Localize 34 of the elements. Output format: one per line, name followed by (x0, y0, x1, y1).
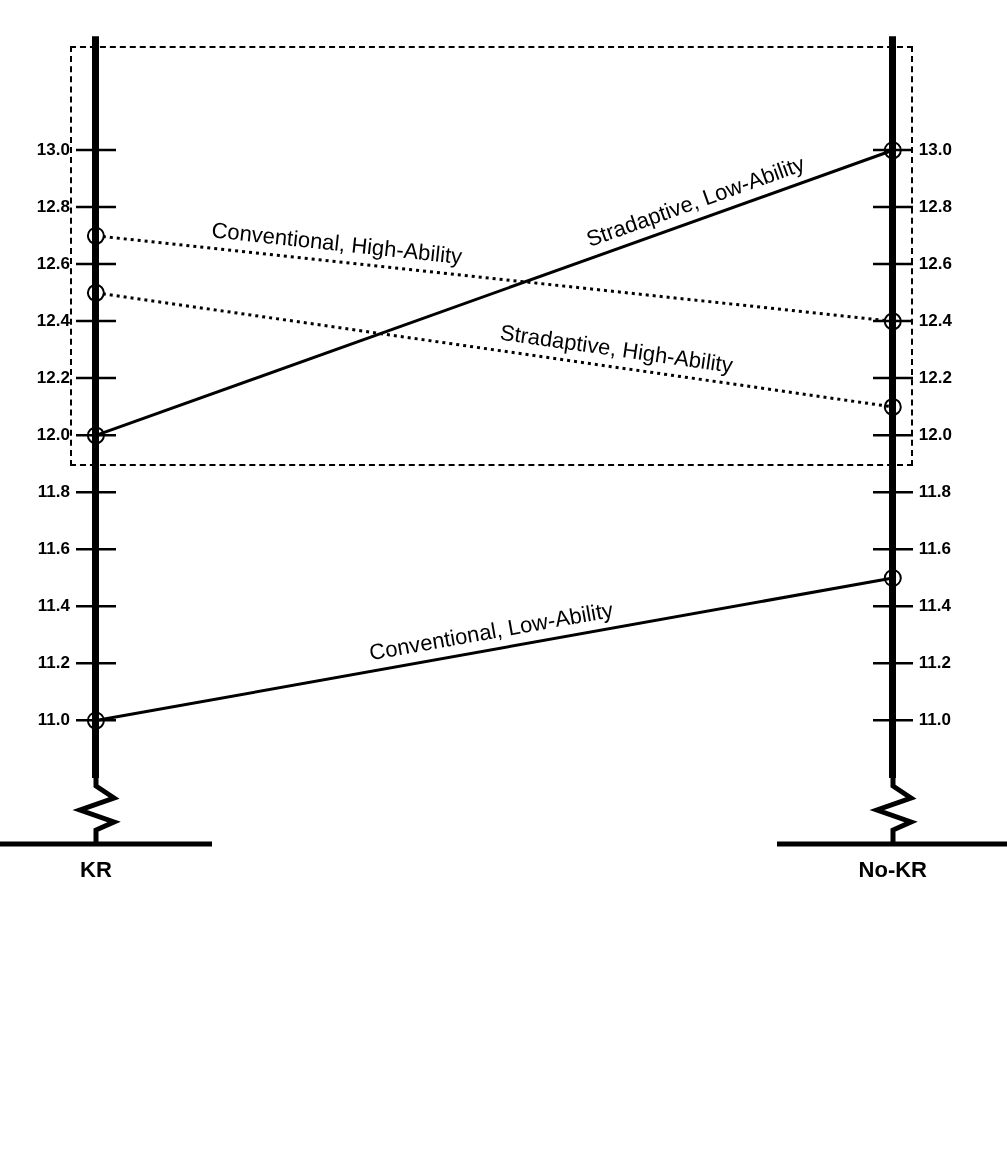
y-tick-label: 12.8 (36, 196, 70, 216)
y-tick-label: 11.0 (37, 710, 70, 730)
y-tick-label: 13.0 (36, 139, 70, 159)
y2-tick-label: 11.4 (918, 596, 952, 616)
point (86, 226, 105, 245)
text: Stradaptive, High-Ability (498, 319, 735, 378)
x-tick-label: No-KR (858, 856, 928, 882)
point (86, 426, 105, 445)
y2-tick-label: 12.8 (918, 196, 952, 216)
y-tick-label: 11.6 (37, 539, 70, 559)
point (883, 568, 902, 587)
y-tick-label: 11.2 (37, 653, 70, 673)
y2-tick-label: 12.0 (918, 425, 952, 445)
point (883, 141, 902, 160)
y2-tick-label: 12.4 (918, 311, 953, 331)
y-tick-label: 11.8 (37, 482, 70, 502)
y-tick-label: 12.0 (36, 425, 70, 445)
y-tick-label: 12.4 (36, 311, 71, 331)
y2-tick-label: 11.6 (918, 539, 951, 559)
y-tick-label: 12.2 (36, 368, 70, 388)
x-tick-label: KR (80, 856, 112, 882)
y2-tick-label: 11.8 (918, 482, 951, 502)
y-tick-label: 11.4 (37, 596, 71, 616)
y2-tick-label: 13.0 (918, 139, 952, 159)
point (883, 312, 902, 331)
y2-tick-label: 11.0 (918, 710, 951, 730)
y2-tick-label: 11.2 (918, 653, 951, 673)
y2-tick-label: 12.2 (918, 368, 952, 388)
point (86, 711, 105, 730)
y-tick-label: 12.6 (36, 254, 70, 274)
point (883, 397, 902, 416)
point (86, 283, 105, 302)
y2-tick-label: 12.6 (918, 254, 952, 274)
text: Conventional, High-Ability (210, 217, 464, 269)
